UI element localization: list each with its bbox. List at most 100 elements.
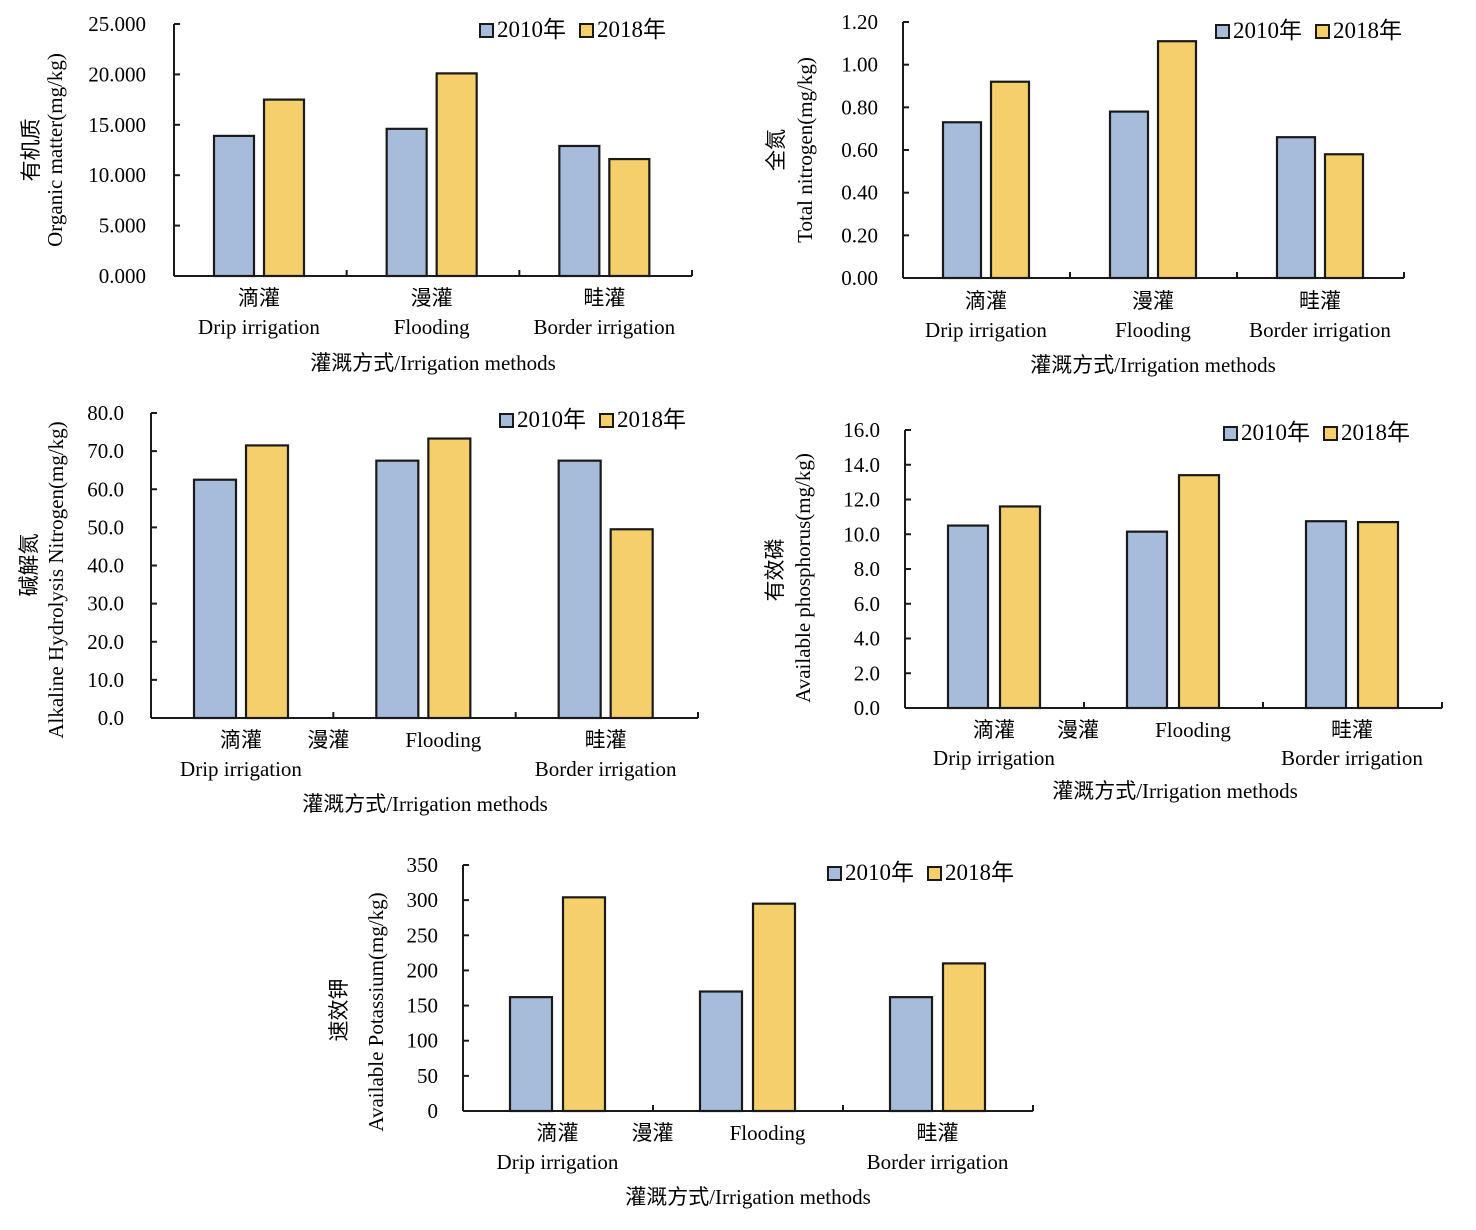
- y-axis-title-en: Total nitrogen(mg/kg): [793, 57, 817, 243]
- y-tick-label: 0.0: [854, 696, 880, 720]
- legend-swatch-2010: [479, 23, 494, 38]
- category-label-en: Drip irrigation: [925, 318, 1047, 342]
- bar-2018-drip-irrigation: [989, 80, 1031, 280]
- bar-2010-drip-irrigation: [941, 121, 983, 280]
- category-label-cn: 漫灌: [1132, 289, 1174, 313]
- category-label-en: Flooding: [1115, 318, 1191, 342]
- category-label-cn: 滴灌: [965, 289, 1007, 313]
- bar-2018-flooding: [427, 437, 472, 720]
- category-label-cn: 漫灌: [411, 286, 453, 310]
- chart-panel-alkaline-hydrolysis-nitrogen: 0.0 10.0 20.0 30.0 40.0 50.0 60.0 70.0 80.0 碱解氮 Al…: [17, 401, 699, 816]
- y-tick-label: 100: [407, 1029, 439, 1053]
- category-label-cn: 滴灌: [238, 286, 280, 310]
- y-axis-title-cn: 有效磷: [763, 539, 787, 602]
- legend-label: 2010年: [1241, 420, 1310, 445]
- category-label-en: Flooding: [730, 1121, 806, 1145]
- bar-2010-border-irrigation: [1304, 520, 1348, 710]
- x-axis-title: 灌溉方式/Irrigation methods: [1052, 779, 1298, 803]
- y-tick-label: 6.0: [854, 592, 880, 616]
- y-tick-label: 0.60: [841, 138, 878, 162]
- legend-swatch-2018: [599, 413, 614, 428]
- legend-swatch-2010: [1223, 426, 1238, 441]
- category-label-en: Border irrigation: [1281, 746, 1423, 770]
- legend-label: 2010年: [845, 860, 914, 885]
- category-label-en: Border irrigation: [535, 757, 677, 781]
- bar-2010-flooding: [375, 459, 420, 720]
- y-tick-label: 300: [407, 888, 439, 912]
- category-label-cn: 畦灌: [917, 1121, 959, 1145]
- y-tick-label: 200: [407, 958, 439, 982]
- category-label-cn: 滴灌: [973, 718, 1015, 742]
- legend-label: 2018年: [945, 860, 1014, 885]
- y-tick-label: 10.0: [87, 668, 124, 692]
- y-axis-title-en: Available Potassium(mg/kg): [364, 892, 388, 1131]
- y-tick-label: 20.0: [87, 630, 124, 654]
- legend-label: 2010年: [517, 407, 586, 432]
- y-tick-label: 50: [417, 1064, 438, 1088]
- bar-2018-border-irrigation: [608, 157, 651, 278]
- legend-swatch-2018: [1323, 426, 1338, 441]
- y-tick-label: 4.0: [854, 627, 880, 651]
- category-label-en: Drip irrigation: [198, 315, 320, 339]
- y-tick-label: 5.000: [99, 214, 146, 238]
- category-label-cn: 滴灌: [537, 1121, 579, 1145]
- bar-2018-flooding: [751, 902, 797, 1113]
- category-label-en: Drip irrigation: [497, 1150, 619, 1174]
- bar-2010-drip-irrigation: [192, 478, 238, 720]
- y-tick-label: 10.000: [88, 163, 146, 187]
- x-axis-title: 灌溉方式/Irrigation methods: [625, 1185, 871, 1209]
- y-tick-label: 0: [428, 1099, 439, 1123]
- category-label-cn: 漫灌: [1057, 718, 1099, 742]
- y-tick-label: 1.20: [841, 10, 878, 34]
- bar-2018-drip-irrigation: [998, 505, 1042, 710]
- legend-label: 2010年: [497, 17, 566, 42]
- y-tick-label: 150: [407, 994, 439, 1018]
- y-tick-label: 30.0: [87, 592, 124, 616]
- legend-swatch-2018: [1315, 24, 1330, 39]
- y-tick-label: 16.0: [843, 418, 880, 442]
- category-label-cn: 滴灌: [220, 728, 262, 752]
- category-label-cn: 畦灌: [583, 286, 625, 310]
- bar-2010-border-irrigation: [888, 996, 934, 1113]
- bar-2010-flooding: [385, 127, 428, 278]
- chart-panel-total-nitrogen: 0.00 0.20 0.40 0.60 0.80 1.00 1.20 全氮 Total nitr…: [764, 10, 1405, 377]
- legend-label: 2010年: [1233, 18, 1302, 43]
- bar-2018-drip-irrigation: [262, 98, 306, 278]
- y-tick-label: 14.0: [843, 453, 880, 477]
- y-tick-label: 0.00: [841, 266, 878, 290]
- category-label-en: Flooding: [1155, 718, 1231, 742]
- y-tick-label: 0.80: [841, 95, 878, 119]
- y-tick-label: 1.00: [841, 53, 878, 77]
- y-tick-label: 8.0: [854, 557, 880, 581]
- bar-2018-flooding: [1156, 40, 1198, 280]
- legend-label: 2018年: [617, 407, 686, 432]
- bar-2010-border-irrigation: [1275, 136, 1317, 280]
- category-label-cn: 畦灌: [585, 728, 627, 752]
- legend-swatch-2010: [499, 413, 514, 428]
- y-tick-label: 60.0: [87, 477, 124, 501]
- y-tick-label: 0.000: [99, 264, 146, 288]
- bar-2010-flooding: [1125, 530, 1169, 710]
- category-label-en: Flooding: [405, 728, 481, 752]
- bar-2018-drip-irrigation: [244, 444, 290, 720]
- chart-panel-organic-matter: 0.000 5.000 10.000 15.000 20.000 25.000 有机质 Org…: [19, 12, 693, 375]
- bar-2010-flooding: [1108, 110, 1150, 280]
- bar-2010-drip-irrigation: [212, 134, 256, 278]
- category-label-en: Drip irrigation: [180, 757, 302, 781]
- category-label-en: Drip irrigation: [933, 746, 1055, 770]
- bar-2018-border-irrigation: [1356, 520, 1400, 710]
- y-tick-label: 0.40: [841, 181, 878, 205]
- y-tick-label: 70.0: [87, 439, 124, 463]
- y-tick-label: 350: [407, 853, 439, 877]
- y-tick-label: 12.0: [843, 488, 880, 512]
- bar-2010-drip-irrigation: [946, 524, 990, 710]
- y-tick-label: 20.000: [88, 62, 146, 86]
- chart-panel-available-potassium: 0 50 100 150 200 250 300 350 速效钾 Available Potass…: [327, 853, 1034, 1209]
- y-tick-label: 25.000: [88, 12, 146, 36]
- y-axis-title-en: Available phosphorus(mg/kg): [791, 453, 815, 703]
- x-axis-title: 灌溉方式/Irrigation methods: [1030, 353, 1276, 377]
- bar-2018-flooding: [1177, 474, 1221, 710]
- bar-2010-flooding: [698, 990, 744, 1113]
- y-tick-label: 0.20: [841, 223, 878, 247]
